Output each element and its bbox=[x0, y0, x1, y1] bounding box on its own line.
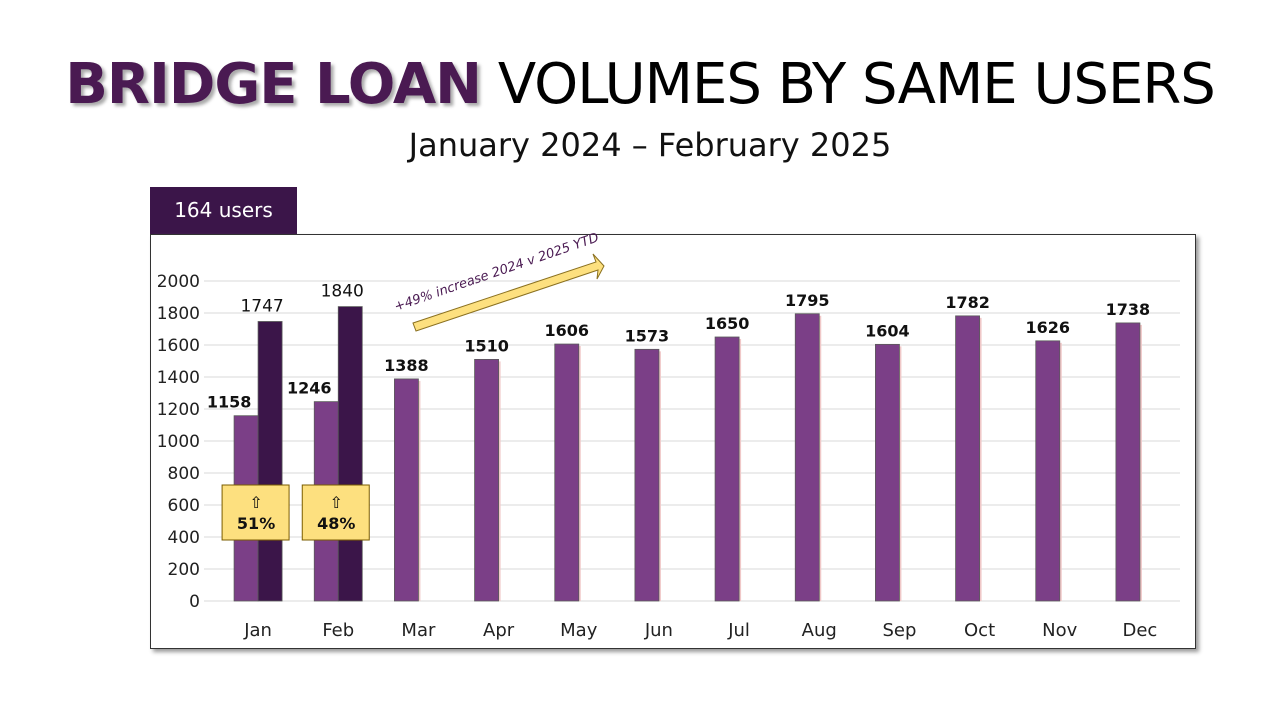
data-label: 1604 bbox=[865, 321, 910, 340]
bar-2024 bbox=[634, 348, 660, 602]
y-tick-label: 600 bbox=[168, 496, 200, 516]
growth-percent: 51% bbox=[237, 514, 275, 533]
growth-percent: 48% bbox=[317, 514, 355, 533]
growth-box bbox=[221, 484, 290, 541]
x-tick-label: Jun bbox=[644, 620, 673, 641]
y-tick-label: 1600 bbox=[157, 336, 200, 356]
x-tick-label: Nov bbox=[1042, 620, 1077, 641]
x-tick-label: Apr bbox=[483, 620, 515, 641]
y-tick-label: 800 bbox=[168, 464, 200, 484]
bar-2024 bbox=[714, 336, 740, 602]
users-badge: 164 users bbox=[150, 187, 297, 234]
x-tick-label: Aug bbox=[802, 620, 837, 641]
chart-frame bbox=[150, 234, 1196, 649]
y-tick-label: 1400 bbox=[157, 368, 200, 388]
x-tick-label: Dec bbox=[1122, 620, 1157, 641]
up-arrow-icon: ⇧ bbox=[249, 493, 262, 512]
y-tick-label: 2000 bbox=[157, 272, 200, 292]
data-label: 1626 bbox=[1025, 318, 1070, 337]
y-tick-label: 1800 bbox=[157, 304, 200, 324]
bar-2024 bbox=[955, 315, 980, 602]
bar-2024 bbox=[794, 313, 820, 602]
x-tick-label: Oct bbox=[964, 620, 995, 641]
x-tick-label: Sep bbox=[882, 620, 916, 641]
up-arrow-icon: ⇧ bbox=[330, 493, 343, 512]
x-tick-label: Feb bbox=[322, 620, 354, 641]
y-tick-label: 400 bbox=[168, 528, 200, 548]
data-label: 1510 bbox=[464, 336, 509, 355]
x-tick-label: May bbox=[560, 620, 598, 641]
data-label: 1246 bbox=[287, 379, 332, 398]
data-label: 1650 bbox=[705, 314, 750, 333]
data-label: 1738 bbox=[1106, 300, 1151, 319]
bar-2024 bbox=[1035, 340, 1061, 602]
data-label: 1782 bbox=[945, 293, 990, 312]
y-tick-label: 1200 bbox=[157, 400, 200, 420]
data-label: 1573 bbox=[625, 326, 670, 345]
data-label: 1795 bbox=[785, 291, 830, 310]
data-label: 1747 bbox=[240, 296, 283, 316]
x-tick-label: Mar bbox=[401, 620, 436, 641]
bar-2025 bbox=[337, 306, 363, 602]
page-title: BRIDGE LOAN VOLUMES BY SAME USERS bbox=[0, 52, 1280, 118]
data-label: 1840 bbox=[321, 282, 364, 302]
bar-2024 bbox=[554, 343, 580, 602]
x-tick-label: Jul bbox=[727, 620, 750, 641]
bar-2024 bbox=[1115, 322, 1141, 602]
y-tick-label: 1000 bbox=[157, 432, 200, 452]
bar-2024 bbox=[394, 378, 419, 602]
y-tick-label: 200 bbox=[168, 560, 200, 580]
growth-box bbox=[301, 484, 370, 541]
title-highlight: BRIDGE LOAN bbox=[65, 52, 482, 117]
trend-arrow-icon bbox=[412, 253, 605, 332]
title-rest: VOLUMES BY SAME USERS bbox=[481, 52, 1216, 117]
bar-2024 bbox=[875, 343, 900, 602]
bar-2025 bbox=[257, 321, 283, 602]
subtitle: January 2024 – February 2025 bbox=[408, 126, 892, 164]
y-tick-label: 0 bbox=[189, 592, 200, 612]
data-label: 1606 bbox=[544, 321, 589, 340]
data-label: 1388 bbox=[384, 356, 429, 375]
bar-2024 bbox=[474, 358, 499, 602]
data-label: 1158 bbox=[207, 393, 252, 412]
x-tick-label: Jan bbox=[243, 620, 272, 641]
